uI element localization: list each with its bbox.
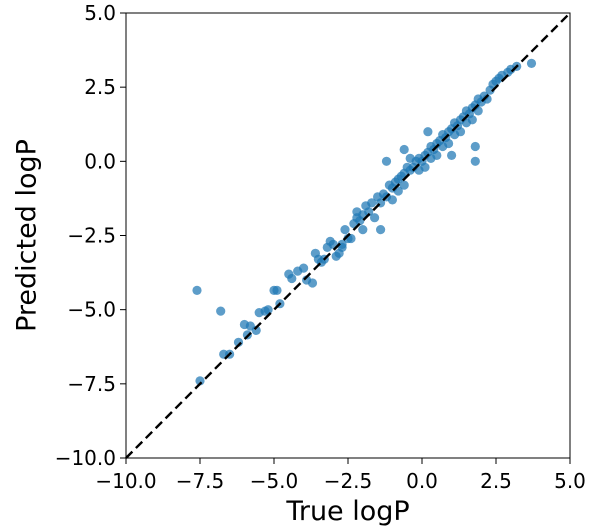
data-point [340, 225, 350, 235]
y-tick-label: −5.0 [67, 298, 116, 322]
data-point [423, 127, 433, 137]
x-tick-label: 2.5 [480, 469, 512, 493]
y-tick-label: 0.0 [84, 149, 116, 173]
data-point [467, 115, 477, 125]
y-tick-label: −2.5 [67, 224, 116, 248]
x-axis-ticks: −10.0 −7.5 −5.0 −2.5 0.0 2.5 5.0 [95, 458, 586, 493]
identity-reference-line [125, 12, 571, 459]
scatter-points [192, 58, 537, 386]
data-point [367, 198, 377, 208]
data-point [447, 150, 457, 160]
y-tick-label: −10.0 [55, 446, 116, 470]
data-point [455, 127, 466, 137]
data-point [307, 278, 318, 288]
data-point [420, 162, 430, 172]
x-tick-label: −5.0 [250, 469, 299, 493]
y-tick-label: −7.5 [67, 372, 116, 396]
y-axis-ticks: −10.0 −7.5 −5.0 −2.5 0.0 2.5 5.0 [55, 1, 126, 470]
data-point [192, 285, 202, 295]
data-point [263, 305, 273, 315]
data-point [399, 144, 409, 155]
data-point [299, 263, 309, 273]
data-point [376, 225, 386, 235]
data-point [526, 58, 537, 68]
data-point [387, 195, 397, 205]
data-point [432, 150, 442, 160]
x-axis-label: True logP [285, 496, 409, 527]
y-axis-label: Predicted logP [11, 139, 42, 332]
data-point [364, 207, 374, 217]
data-point [272, 285, 282, 295]
data-point [381, 156, 392, 166]
data-point [287, 273, 297, 284]
data-point [216, 306, 226, 316]
data-point [370, 213, 380, 223]
data-point [358, 225, 368, 235]
data-point [444, 138, 454, 149]
data-point [399, 180, 409, 190]
x-tick-label: −10.0 [95, 469, 156, 493]
x-tick-label: 0.0 [406, 469, 438, 493]
y-tick-label: 5.0 [84, 1, 116, 25]
x-tick-label: −7.5 [176, 469, 225, 493]
x-tick-label: −2.5 [324, 469, 373, 493]
data-point [470, 141, 480, 152]
x-tick-label: 5.0 [554, 469, 586, 493]
data-point [470, 156, 480, 166]
data-point [251, 325, 261, 335]
y-tick-label: 2.5 [84, 75, 116, 99]
